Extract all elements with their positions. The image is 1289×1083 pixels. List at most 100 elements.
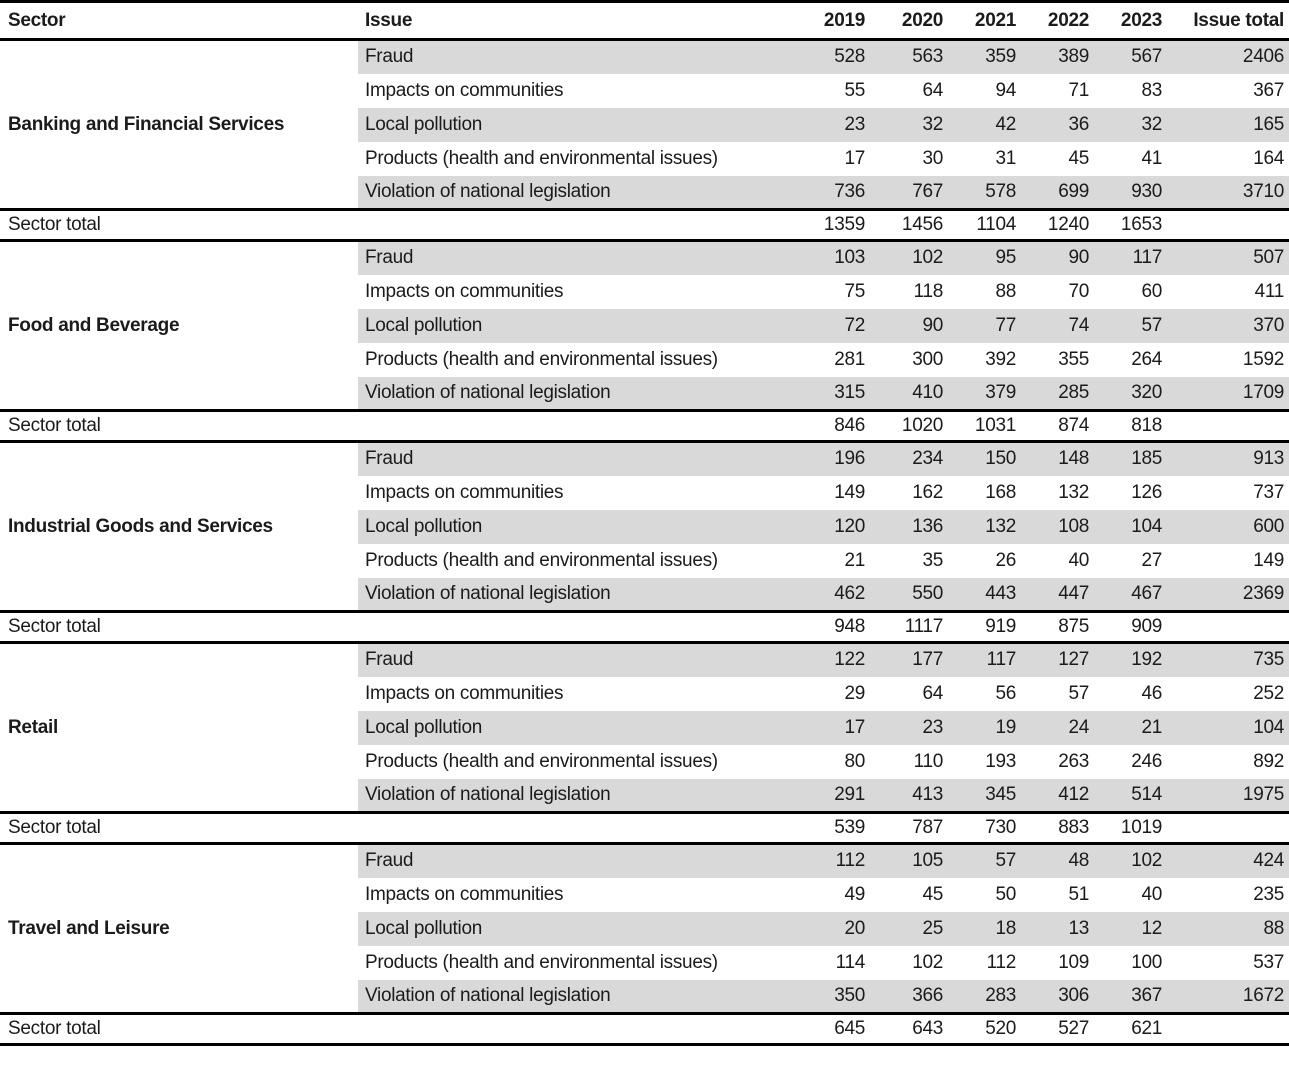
year-value-cell: 94 [995, 79, 1016, 101]
year-value-cell: 177 [866, 642, 944, 677]
issue-total-cell: 507 [1163, 240, 1289, 275]
year-value-cell: 291 [792, 778, 866, 813]
year-value-cell: 17 [792, 710, 866, 745]
year-value-cell: 379 [944, 376, 1017, 411]
issue-label-cell: Products (health and environmental issue… [365, 951, 718, 973]
sector-total-row: Sector total 846 1020 1031 874 818 [0, 409, 1289, 443]
sector-issue-table: Sector Issue 2019 2020 2021 2022 2023 Is… [0, 0, 1289, 1046]
issue-total-cell: 104 [1163, 710, 1289, 745]
year-value-cell: 74 [1017, 308, 1090, 343]
issue-row: Violation of national legislation 350 366 2… [0, 979, 1289, 1014]
issue-total-cell: 1709 [1163, 376, 1289, 411]
year-value-cell: 578 [944, 175, 1017, 210]
year-value-cell: 42 [944, 107, 1017, 142]
year-value-cell: 447 [1017, 577, 1090, 612]
issue-row: Local pollution 17 23 19 24 21 104 [0, 710, 1289, 745]
year-value-cell: 18 [944, 911, 1017, 946]
year-value-cell: 306 [1017, 979, 1090, 1014]
issue-row: Impacts on communities 49 45 50 51 40 235 [0, 878, 1289, 912]
year-value-cell: 126 [1131, 481, 1162, 503]
issue-label-cell: Violation of national legislation [358, 376, 792, 411]
issue-row: Products (health and environmental issue… [0, 544, 1289, 578]
year-value-cell: 57 [944, 843, 1017, 878]
issue-label-cell: Products (health and environmental issue… [365, 348, 718, 370]
issue-row: Retail Fraud 122 177 117 127 192 735 [0, 642, 1289, 813]
year-value-cell: 567 [1090, 39, 1163, 74]
issue-row: Impacts on communities 75 118 88 70 60 411 [0, 275, 1289, 309]
column-header-sector: Sector [0, 0, 358, 41]
sector-total-row: Sector total 1359 1456 1104 1240 1653 [0, 208, 1289, 242]
year-value-cell: 64 [922, 79, 943, 101]
year-value-cell: 35 [922, 549, 943, 571]
issue-total-cell: 913 [1163, 441, 1289, 476]
issue-label-cell: Violation of national legislation [358, 778, 792, 813]
issue-row: Products (health and environmental issue… [0, 142, 1289, 176]
issue-row: Violation of national legislation 462 550 4… [0, 577, 1289, 612]
issue-total-cell: 235 [1253, 883, 1284, 905]
column-header-2023: 2023 [1090, 0, 1163, 41]
year-value-cell: 392 [985, 348, 1016, 370]
issue-total-cell: 600 [1163, 509, 1289, 544]
year-value-cell: 118 [913, 280, 944, 302]
sector-name-cell: Retail [0, 642, 358, 813]
sector-total-empty-cell [1163, 1012, 1289, 1046]
year-value-cell: 25 [866, 911, 944, 946]
table-body: Banking and Financial Services Fraud 528 56… [0, 39, 1289, 1046]
sector-total-value-cell: 520 [944, 1012, 1017, 1046]
sector-total-value-cell: 818 [1090, 409, 1163, 443]
sector-total-value-cell: 643 [866, 1012, 944, 1046]
year-value-cell: 192 [1090, 642, 1163, 677]
issue-total-cell: 252 [1253, 682, 1284, 704]
year-value-cell: 350 [792, 979, 866, 1014]
year-value-cell: 112 [986, 951, 1017, 973]
sector-total-empty-cell [1163, 610, 1289, 644]
issue-label-cell: Local pollution [358, 308, 792, 343]
issue-total-cell: 88 [1163, 911, 1289, 946]
sector-total-value-cell: 1117 [866, 610, 944, 644]
issue-label-cell: Violation of national legislation [358, 175, 792, 210]
year-value-cell: 23 [866, 710, 944, 745]
year-value-cell: 514 [1090, 778, 1163, 813]
year-value-cell: 56 [995, 682, 1016, 704]
year-value-cell: 162 [912, 481, 943, 503]
year-value-cell: 117 [944, 642, 1017, 677]
issue-total-cell: 164 [1253, 147, 1284, 169]
issue-row: Impacts on communities 55 64 94 71 83 367 [0, 74, 1289, 108]
issue-total-cell: 735 [1163, 642, 1289, 677]
year-value-cell: 412 [1017, 778, 1090, 813]
sector-total-value-cell: 1359 [792, 208, 866, 242]
issue-total-cell: 367 [1253, 79, 1284, 101]
year-value-cell: 122 [792, 642, 866, 677]
sector-total-value-cell: 787 [866, 811, 944, 845]
issue-label-cell: Fraud [358, 441, 792, 476]
sector-name-cell: Industrial Goods and Services [0, 441, 358, 612]
year-value-cell: 103 [792, 240, 866, 275]
sector-total-row: Sector total 539 787 730 883 1019 [0, 811, 1289, 845]
year-value-cell: 12 [1090, 911, 1163, 946]
year-value-cell: 83 [1141, 79, 1162, 101]
year-value-cell: 699 [1017, 175, 1090, 210]
issue-total-cell: 737 [1253, 481, 1284, 503]
issue-row: Impacts on communities 149 162 168 132 126 737 [0, 476, 1289, 510]
table-header: Sector Issue 2019 2020 2021 2022 2023 Is… [0, 0, 1289, 41]
year-value-cell: 108 [1017, 509, 1090, 544]
issue-label-cell: Violation of national legislation [358, 979, 792, 1014]
sector-total-label: Sector total [0, 208, 792, 242]
year-value-cell: 72 [792, 308, 866, 343]
sector-total-value-cell: 846 [792, 409, 866, 443]
issue-row: Violation of national legislation 291 413 3… [0, 778, 1289, 813]
sector-total-value-cell: 1104 [944, 208, 1017, 242]
issue-total-cell: 537 [1253, 951, 1284, 973]
year-value-cell: 29 [844, 682, 865, 704]
year-value-cell: 23 [792, 107, 866, 142]
sector-total-value-cell: 730 [944, 811, 1017, 845]
issue-total-cell: 1672 [1163, 979, 1289, 1014]
year-value-cell: 359 [944, 39, 1017, 74]
issue-row: Violation of national legislation 315 410 3… [0, 376, 1289, 411]
year-value-cell: 57 [1090, 308, 1163, 343]
year-value-cell: 31 [995, 147, 1016, 169]
column-header-2022: 2022 [1017, 0, 1090, 41]
issue-label-cell: Products (health and environmental issue… [365, 750, 718, 772]
year-value-cell: 185 [1090, 441, 1163, 476]
issue-label-cell: Local pollution [358, 911, 792, 946]
